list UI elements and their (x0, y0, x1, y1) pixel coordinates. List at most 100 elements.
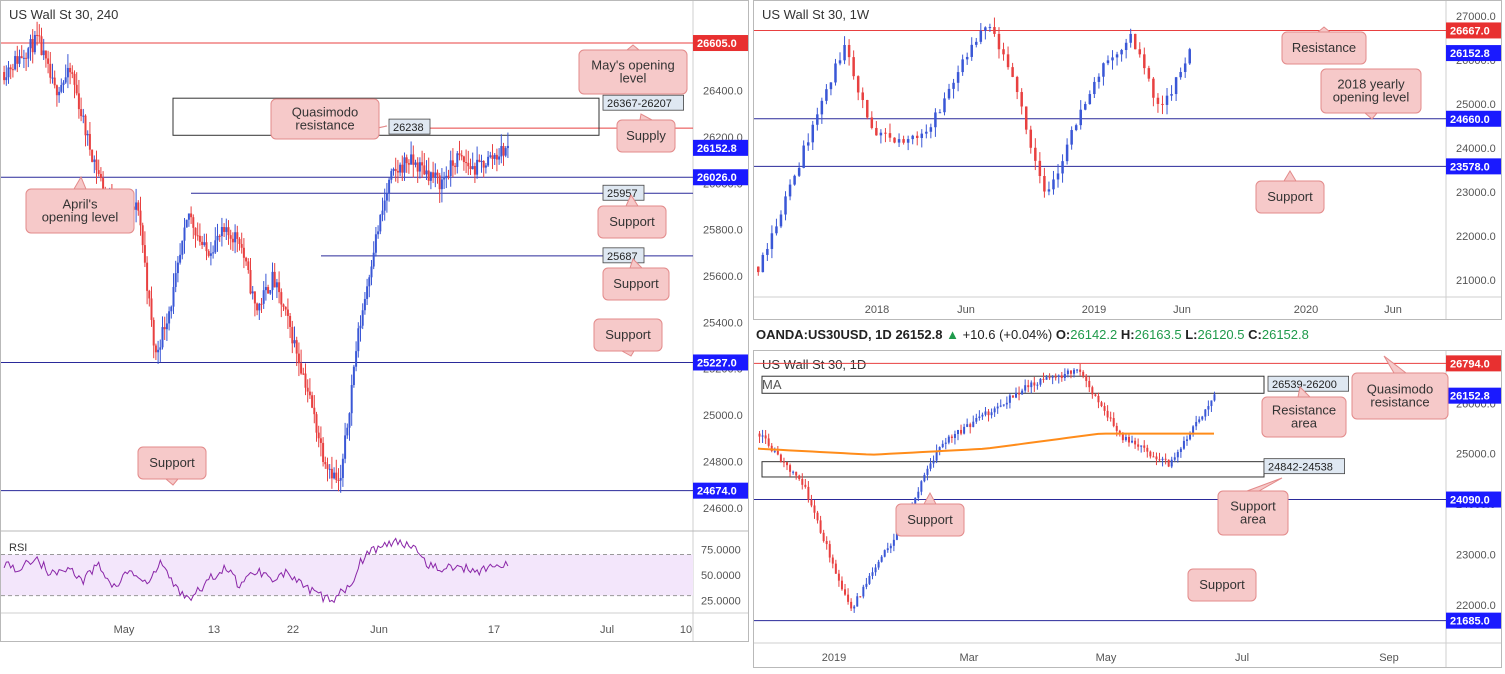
d1-candle-body (895, 530, 898, 540)
w1-candle-body (1165, 95, 1169, 105)
w1-candle-body (875, 127, 878, 136)
d1-candle-body (975, 417, 978, 422)
w1-candle-body (1056, 173, 1060, 180)
h4-candle-body (249, 270, 252, 294)
d1-candle-body (1002, 404, 1005, 406)
h4-x-tick-label: 10 (680, 624, 692, 636)
d1-candle-body (1182, 440, 1185, 449)
h4-candle-body (62, 82, 65, 86)
d1-support-area-zone (761, 461, 1265, 478)
h4-candle-body (381, 210, 384, 215)
d1-price-label: 26794.0 (1450, 358, 1490, 370)
d1-candle-body (1106, 410, 1109, 418)
h4-candle-body (271, 271, 274, 291)
h4-candle-body (49, 63, 52, 78)
w1-y-tick-label: 27000.0 (1456, 11, 1496, 23)
d1-candle-body (926, 468, 929, 475)
d1-candle-body (960, 429, 963, 434)
h4-candle-body (313, 407, 316, 415)
h4-candle-body (300, 363, 303, 374)
d1-candle-body (1100, 402, 1103, 407)
ohlc-o-label: O: (1055, 327, 1071, 342)
ohlc-l-label: L: (1185, 327, 1198, 342)
h4-candle-body (91, 149, 94, 162)
h4-candle-body (436, 172, 439, 176)
h4-candle-body (269, 290, 272, 294)
h4-candle-body (366, 286, 369, 299)
w1-candle-body (1161, 103, 1164, 105)
h4-candle-body (368, 277, 371, 287)
w1-candle-body (1183, 63, 1187, 72)
d1-candle-body (1097, 395, 1100, 403)
d1-candle-body (1066, 370, 1069, 374)
d1-candle-body (1115, 425, 1118, 431)
h4-candle-body (5, 77, 8, 81)
h4-candle-body (95, 159, 98, 171)
w1-candle-body (1179, 71, 1182, 78)
w1-chart-svg[interactable]: 27000.026000.025000.024000.023000.022000… (754, 1, 1501, 319)
d1-candle-body (816, 512, 819, 521)
w1-candle-body (866, 100, 869, 118)
h4-x-tick-label: 17 (488, 624, 500, 636)
h4-chart-panel[interactable]: US Wall St 30, 240 26400.026200.026000.0… (0, 0, 749, 642)
d1-candle-body (1033, 382, 1036, 386)
h4-candle-body (401, 164, 404, 173)
rsi-y-tick-label: 75.0000 (701, 544, 741, 556)
d1-chart-svg[interactable]: MA26000.025000.024000.023000.022000.0267… (754, 351, 1501, 667)
d1-candle-body (920, 481, 923, 492)
h4-candle-body (150, 298, 153, 320)
w1-y-tick-label: 22000.0 (1456, 231, 1496, 243)
h4-candle-body (18, 56, 21, 64)
h4-chart-svg[interactable]: 26400.026200.026000.025800.025600.025400… (1, 1, 748, 641)
w1-candle-body (861, 92, 864, 101)
h4-candle-body (93, 159, 96, 162)
w1-callout-yearly-open-box (1320, 68, 1422, 114)
h4-candle-body (454, 165, 457, 167)
h4-chart-title: US Wall St 30, 240 (9, 7, 119, 22)
d1-candle-body (1195, 421, 1198, 427)
w1-candle-body (797, 167, 801, 176)
d1-candle-body (874, 567, 877, 573)
h4-candle-body (165, 323, 168, 330)
h4-candle-body (58, 91, 61, 96)
h4-candle-body (40, 36, 43, 56)
w1-candle-body (770, 233, 774, 249)
w1-candle-body (1088, 94, 1092, 105)
h4-candle-body (352, 366, 355, 386)
h4-candle-body (36, 34, 39, 36)
w1-candle-body (856, 76, 860, 93)
h4-candle-body (339, 477, 342, 481)
d1-resistance-range-label-bg (1267, 375, 1349, 392)
d1-chart-panel[interactable]: US Wall St 30, 1D MA26000.025000.024000.… (753, 350, 1502, 668)
d1-candle-body (840, 580, 843, 590)
w1-candle-body (1038, 160, 1042, 177)
h4-candle-body (148, 290, 151, 299)
h4-callout-support-3-tail (620, 350, 635, 357)
h4-candle-body (262, 290, 265, 304)
h4-candle-body (275, 282, 278, 288)
w1-candle-body (1034, 147, 1037, 161)
h4-candle-body (403, 157, 406, 173)
h4-price-label: 25227.0 (697, 357, 737, 369)
d1-price-label: 21685.0 (1450, 616, 1490, 628)
d1-candle-body (862, 586, 865, 597)
d1-candle-body (889, 545, 892, 549)
w1-candle-body (1111, 57, 1114, 61)
d1-candle-body (822, 532, 825, 541)
d1-candle-body (1005, 402, 1008, 405)
h4-candle-body (209, 253, 212, 256)
rsi-y-tick-label: 25.0000 (701, 596, 741, 608)
h4-candle-body (192, 217, 195, 228)
h4-candle-body (333, 472, 336, 479)
h4-candle-body (218, 235, 221, 237)
h4-price-label: 26026.0 (697, 172, 737, 184)
d1-candle-body (1204, 409, 1207, 417)
d1-callout-support-area-text: Support (1230, 499, 1276, 514)
d1-candle-body (1060, 375, 1063, 378)
w1-chart-panel[interactable]: US Wall St 30, 1W 27000.026000.025000.02… (753, 0, 1502, 320)
d1-candle-body (990, 412, 993, 416)
h4-candle-body (47, 58, 50, 64)
d1-candle-body (789, 465, 792, 472)
d1-candle-body (865, 583, 868, 587)
h4-y-tick-label: 26400.0 (703, 86, 743, 98)
